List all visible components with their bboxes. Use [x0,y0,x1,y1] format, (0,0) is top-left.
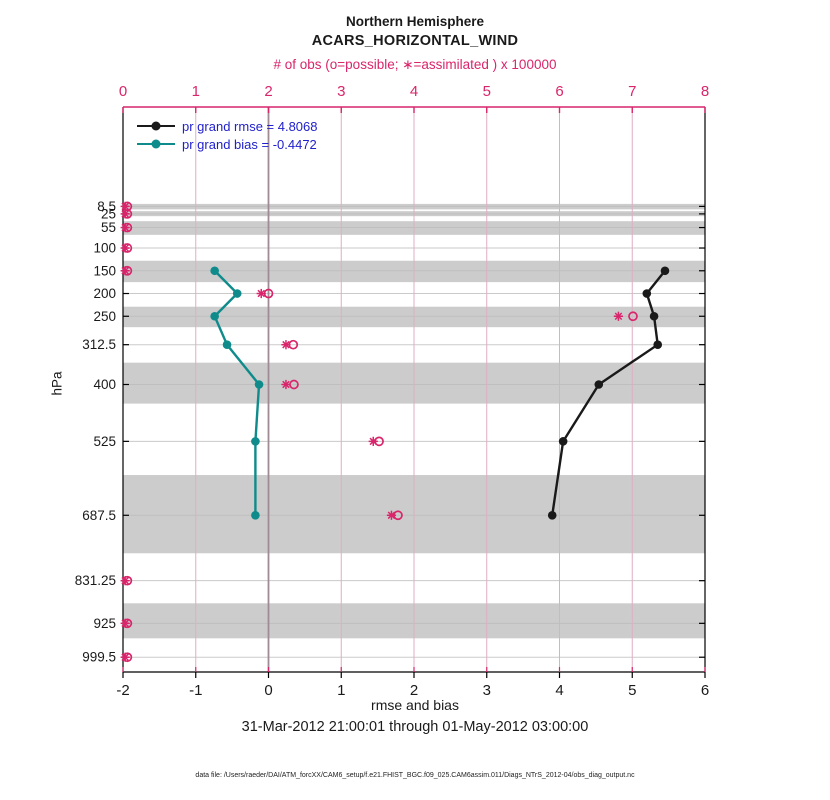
y-tick-label: 312.5 [82,337,116,352]
series-point [251,510,260,520]
obs-assimilated-marker [257,289,266,298]
obs-assimilated-marker [121,653,129,661]
legend-line-swatch [137,139,175,149]
x-tick-label-top: 5 [483,83,491,100]
series-point [547,510,557,520]
y-tick-label: 831.25 [75,573,116,588]
series-point [254,380,264,389]
x-tick-label-bottom: 0 [264,682,272,699]
series-point [222,340,232,349]
y-tick-label: 400 [93,377,116,392]
series-point [653,340,663,349]
y-tick-label: 525 [93,434,116,449]
obs-assimilated-marker [369,437,378,446]
data-file-footer: data file: /Users/raeder/DAI/ATM_forcXX/… [195,772,635,779]
series-point [558,437,568,446]
obs-assimilated-marker [282,380,290,389]
x-tick-label-top: 8 [701,83,709,100]
y-tick-label: 150 [93,263,116,278]
title-block: Northern Hemisphere ACARS_HORIZONTAL_WIN… [0,14,830,73]
x-tick-label-bottom: 6 [701,682,709,699]
legend-dot-marker [151,139,161,149]
x-tick-label-top: 1 [192,83,200,100]
obs-assimilated-marker [614,312,623,321]
obs-assimilated-marker [121,202,129,211]
y-tick-label: 200 [93,286,116,301]
legend-line-swatch [137,121,175,131]
x-tick-label-top: 6 [555,83,563,100]
obs-possible-marker [628,311,638,322]
legend-dot-marker [151,121,161,131]
y-tick-label: 687.5 [82,508,116,523]
obs-assimilated-marker [282,340,290,349]
obs-assimilated-marker [121,619,129,628]
date-range-label: 31-Mar-2012 21:00:01 through 01-May-2012… [241,719,589,735]
legend: pr grand rmse = 4.8068 pr grand bias = -0… [137,117,318,153]
series-point [649,311,659,321]
x-tick-label-top: 2 [264,83,272,100]
obs-assimilated-marker [121,210,129,218]
series-point [642,289,652,298]
series-point [251,437,260,446]
chart-title-observation-type: ACARS_HORIZONTAL_WIND [311,33,519,49]
series-point [594,380,604,389]
series-point [660,266,670,276]
y-tick-label: 25 [101,206,116,221]
series-point [232,289,242,298]
x-tick-label-bottom: 4 [555,682,563,699]
x-tick-label-bottom: 5 [628,682,636,699]
legend-label: pr grand bias = -0.4472 [182,136,317,152]
x-tick-label-bottom: 1 [337,682,345,699]
obs-assimilated-marker [121,223,129,232]
chart-title-region: Northern Hemisphere [345,14,485,29]
chart-subtitle-obs-count: # of obs (o=possible; ∗=assimilated ) x … [273,57,557,72]
y-tick-label: 925 [93,616,116,631]
y-tick-label: 100 [93,241,116,256]
y-tick-label: 8.5 [97,199,116,214]
y-tick-label: 999.5 [82,650,116,665]
x-tick-label-top: 4 [410,83,418,100]
y-tick-label: 55 [101,220,116,235]
y-tick-label: 250 [93,309,116,324]
x-tick-label-top: 0 [119,83,127,100]
obs-assimilated-marker [387,511,396,520]
x-axis-label: rmse and bias [371,697,459,713]
legend-item-0: pr grand rmse = 4.8068 [137,117,318,135]
obs-assimilated-marker [121,576,129,585]
x-tick-label-bottom: 2 [410,682,418,699]
series-point [210,311,219,321]
obs-assimilated-marker [121,244,129,252]
y-axis-label: hPa [49,371,65,396]
legend-label: pr grand rmse = 4.8068 [182,118,318,134]
series-point [210,266,219,276]
obs-assimilated-marker [121,266,129,275]
x-tick-label-bottom: -1 [189,682,202,699]
legend-item-1: pr grand bias = -0.4472 [137,135,318,153]
x-tick-label-bottom: 3 [483,682,491,699]
x-tick-label-top: 7 [628,83,636,100]
x-tick-label-top: 3 [337,83,345,100]
x-tick-label-bottom: -2 [116,682,129,699]
